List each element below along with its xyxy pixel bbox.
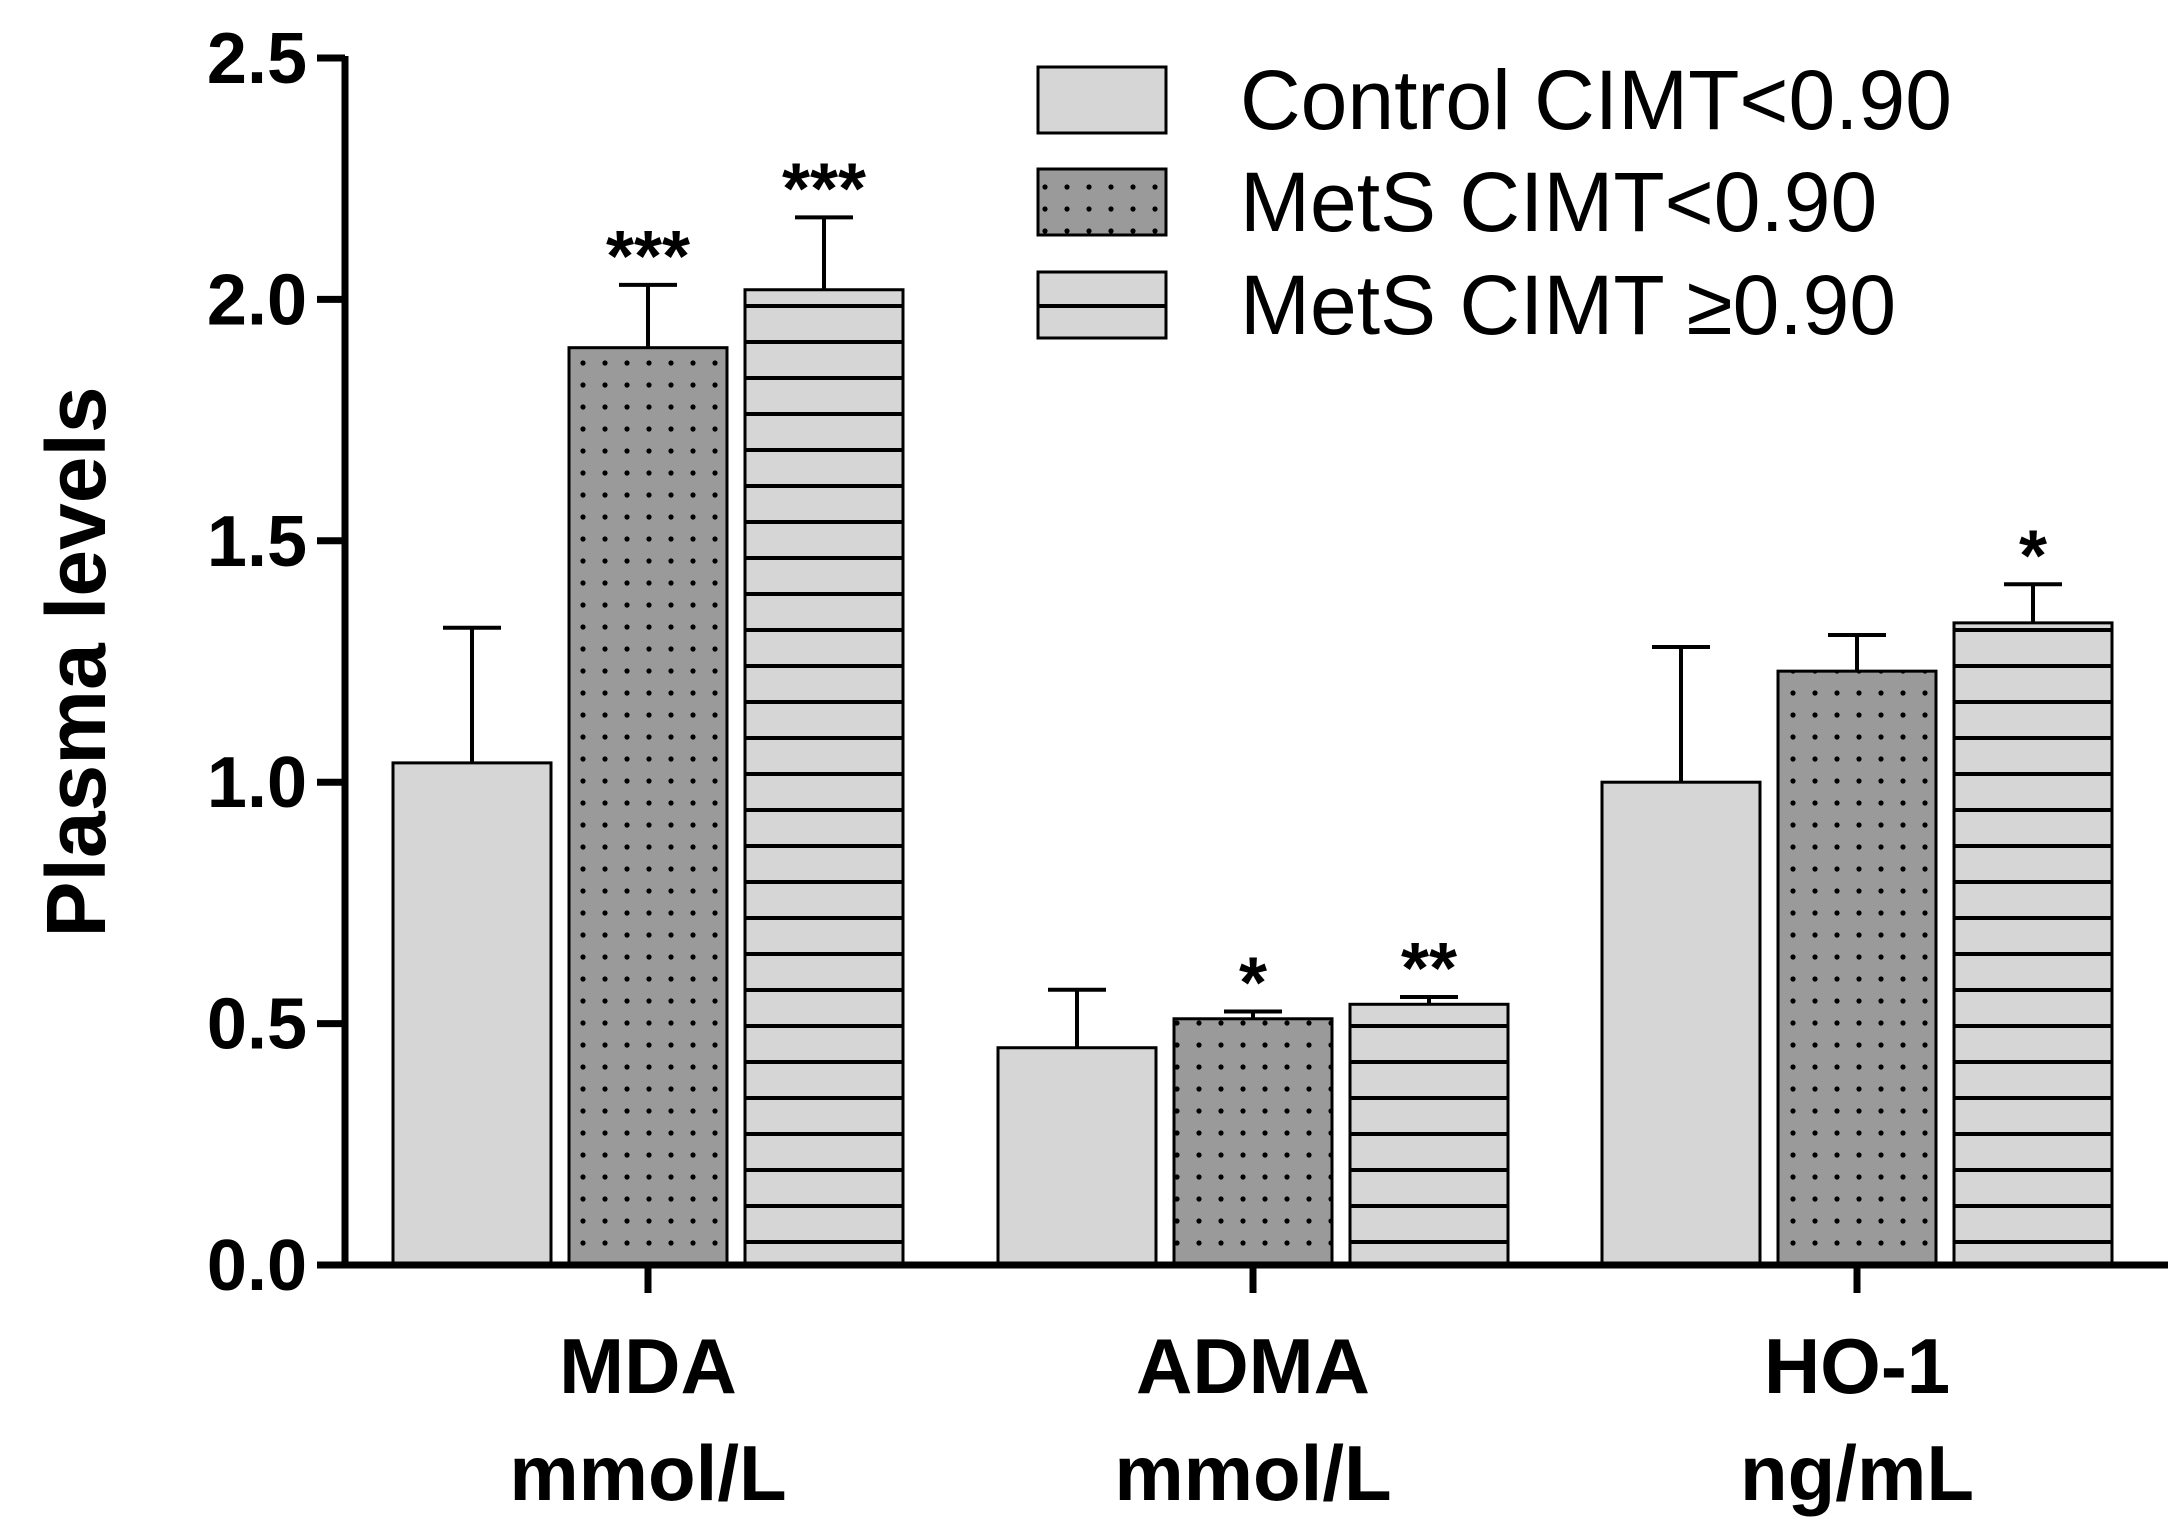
- y-tick-label: 1.0: [207, 743, 307, 823]
- bar-1-2: [1776, 669, 1938, 1267]
- significance-label: ***: [606, 217, 690, 297]
- legend-label-1: MetS CIMT<0.90: [1240, 155, 1877, 249]
- x-category-label: ADMA: [1136, 1322, 1370, 1410]
- bar-2-0: [743, 288, 905, 1267]
- bar-0-0: [391, 761, 553, 1267]
- y-axis-label: Plasma levels: [29, 386, 123, 937]
- bar-1-0: [567, 346, 729, 1267]
- legend-swatch-2: [1036, 270, 1168, 340]
- legend-label-0: Control CIMT<0.90: [1240, 53, 1952, 147]
- bar-1-1: [1172, 1017, 1334, 1267]
- y-tick-label: 2.0: [207, 260, 307, 340]
- x-category-unit: mmol/L: [1114, 1429, 1391, 1517]
- x-category-label: HO-1: [1764, 1322, 1950, 1410]
- y-tick-label: 2.5: [207, 19, 307, 99]
- significance-label: **: [1401, 929, 1457, 1009]
- bar-0-1: [996, 1046, 1158, 1267]
- x-category-unit: ng/mL: [1740, 1429, 1974, 1517]
- legend-label-2: MetS CIMT ≥0.90: [1240, 258, 1896, 352]
- bar-2-1: [1348, 1002, 1510, 1267]
- y-tick-label: 0.5: [207, 985, 307, 1065]
- y-tick-label: 1.5: [207, 502, 307, 582]
- significance-label: *: [2019, 516, 2047, 596]
- significance-label: *: [1239, 944, 1267, 1024]
- x-category-label: MDA: [559, 1322, 737, 1410]
- significance-label: ***: [782, 149, 866, 229]
- legend-swatch-1: [1036, 167, 1168, 237]
- legend-swatch-0: [1036, 65, 1168, 135]
- x-category-unit: mmol/L: [509, 1429, 786, 1517]
- bar-2-2: [1952, 621, 2114, 1267]
- y-tick-label: 0.0: [207, 1226, 307, 1306]
- bar-0-2: [1600, 780, 1762, 1267]
